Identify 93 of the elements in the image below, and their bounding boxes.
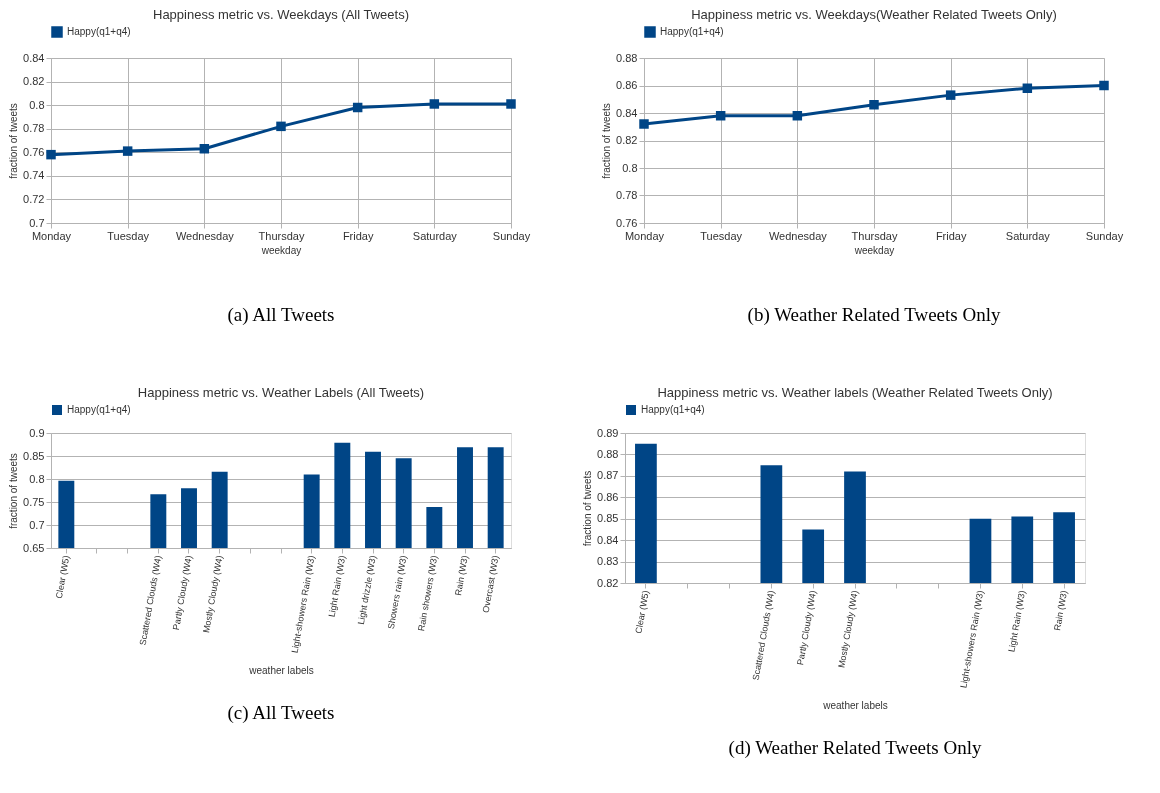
- y-tick-label: 0.86: [616, 79, 638, 91]
- legend-label: Happy(q1+q4): [67, 404, 131, 415]
- x-tick-label: Monday: [624, 229, 665, 242]
- x-axis-title: weekday: [853, 244, 895, 256]
- x-tick-label: Friday: [935, 229, 967, 242]
- y-tick-label: 0.84: [616, 106, 638, 119]
- y-tick-label: 0.85: [597, 512, 619, 525]
- point: [199, 144, 210, 154]
- x-tick-label: Light Rain (W3): [326, 554, 348, 618]
- x-tick-label: Wednesday: [175, 229, 235, 242]
- point: [429, 99, 440, 109]
- x-tick-label: Mostly Cloudy (W4): [836, 589, 860, 669]
- point: [46, 149, 56, 160]
- text: (c) All Tweets: [227, 702, 335, 724]
- x-tick-label: Tuesday: [700, 229, 743, 242]
- x-tick-label: Wednesday: [768, 229, 828, 242]
- y-tick-label: 0.7: [29, 518, 45, 531]
- x-tick-label: Sunday: [492, 229, 531, 242]
- text: (d) Weather Related Tweets Only: [728, 737, 982, 759]
- y-tick-label: 0.76: [23, 145, 45, 158]
- point: [276, 121, 286, 132]
- y-tick-label: 0.78: [23, 122, 45, 135]
- x-tick-label: Tuesday: [107, 229, 150, 242]
- y-tick-label: 0.78: [616, 189, 638, 201]
- y-tick-label: 0.82: [616, 134, 638, 146]
- y-tick-label: 0.74: [23, 169, 45, 182]
- y-axis-title: fraction of tweets: [8, 103, 20, 179]
- y-axis-title: fraction of tweets: [8, 453, 20, 529]
- y-tick-label: 0.82: [23, 75, 45, 88]
- y-tick-label: 0.7: [29, 216, 45, 229]
- point: [945, 90, 956, 100]
- y-tick-label: 0.83: [597, 555, 619, 568]
- point: [1022, 83, 1033, 93]
- x-axis-title: weather labels: [248, 664, 314, 676]
- y-tick-label: 0.8: [29, 98, 45, 111]
- point: [122, 146, 133, 156]
- x-tick-label: Friday: [342, 229, 374, 242]
- legend-label: Happy(q1+q4): [660, 26, 724, 37]
- point: [869, 100, 879, 110]
- x-tick-label: Light Rain (W3): [1006, 589, 1028, 653]
- y-tick-label: 0.84: [23, 51, 45, 64]
- y-tick-label: 0.89: [597, 426, 619, 439]
- point: [792, 111, 803, 121]
- chart-title: Happiness metric vs. Weather Labels (All Tweets): [137, 385, 425, 400]
- x-tick-label: Mostly Cloudy (W4): [201, 554, 225, 634]
- y-tick-label: 0.65: [23, 541, 45, 554]
- y-axis-title: fraction of tweets: [601, 103, 613, 179]
- x-tick-label: Rain (W3): [1052, 589, 1070, 632]
- y-tick-label: 0.85: [23, 449, 45, 462]
- point: [352, 102, 363, 113]
- text: (a) All Tweets: [227, 304, 335, 326]
- x-tick-label: Partly Cloudy (W4): [170, 554, 194, 631]
- x-tick-label: Thursday: [851, 229, 898, 242]
- x-tick-label: Thursday: [258, 229, 305, 242]
- chart-title: Happiness metric vs. Weekdays(Weather Related Tweets Only): [691, 7, 1057, 22]
- y-tick-label: 0.75: [23, 495, 45, 508]
- chart-title: Happiness metric vs. Weekdays (All Tweets): [153, 7, 409, 22]
- point: [639, 119, 649, 129]
- x-tick-label: Clear (W5): [53, 554, 72, 600]
- x-axis-title: weather labels: [822, 699, 888, 711]
- x-tick-label: Rain (W3): [453, 554, 470, 597]
- y-tick-label: 0.9: [29, 426, 45, 439]
- y-tick-label: 0.84: [597, 533, 619, 546]
- x-tick-label: Saturday: [412, 229, 458, 242]
- y-tick-label: 0.72: [23, 192, 45, 205]
- x-tick-label: Light drizzle (W3): [355, 554, 378, 626]
- y-tick-label: 0.88: [616, 51, 638, 64]
- x-tick-label: Scattered Clouds (W4): [137, 554, 164, 647]
- y-tick-label: 0.76: [616, 216, 638, 229]
- point: [1099, 80, 1109, 91]
- y-tick-label: 0.8: [622, 161, 638, 174]
- y-tick-label: 0.88: [597, 447, 619, 460]
- x-tick-label: Monday: [31, 229, 72, 242]
- y-tick-label: 0.82: [597, 576, 619, 589]
- x-tick-label: Sunday: [1085, 229, 1124, 242]
- x-tick-label: Scattered Clouds (W4): [750, 589, 777, 682]
- y-tick-label: 0.87: [597, 469, 619, 482]
- chart-title: Happiness metric vs. Weather labels (Weather Related Tweets Only): [657, 385, 1053, 400]
- legend-label: Happy(q1+q4): [641, 404, 705, 415]
- point: [506, 99, 516, 109]
- x-tick-label: Overcast (W3): [480, 554, 501, 614]
- y-tick-label: 0.8: [29, 472, 45, 485]
- legend-label: Happy(q1+q4): [67, 26, 131, 37]
- x-tick-label: Clear (W5): [633, 589, 651, 635]
- x-tick-label: Saturday: [1005, 229, 1051, 242]
- x-tick-label: Rain showers (W3): [416, 554, 440, 632]
- y-tick-label: 0.86: [597, 490, 619, 503]
- x-axis-title: weekday: [260, 244, 302, 256]
- x-tick-label: Showers rain (W3): [385, 554, 409, 630]
- text: (b) Weather Related Tweets Only: [747, 304, 1001, 326]
- y-axis-title: fraction of tweets: [582, 470, 594, 547]
- point: [715, 111, 726, 121]
- x-tick-label: Partly Cloudy (W4): [795, 589, 819, 666]
